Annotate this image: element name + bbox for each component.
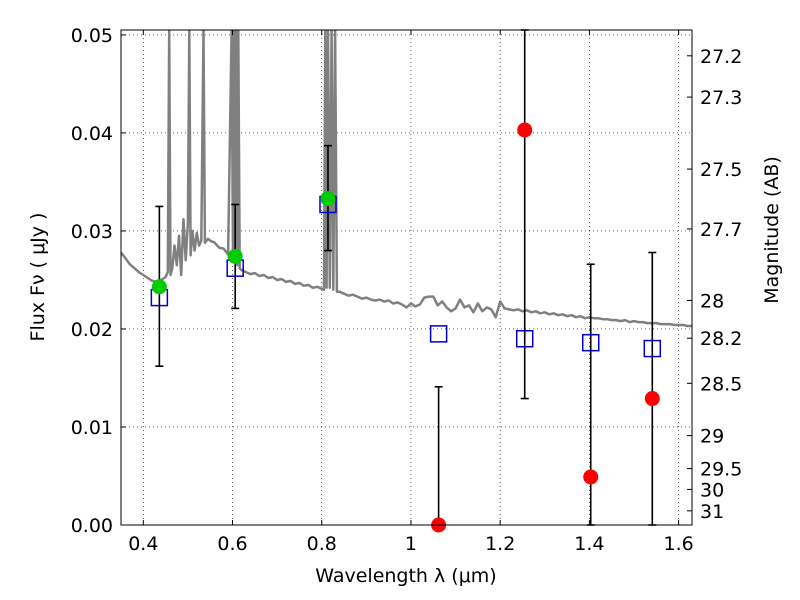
plot-area	[121, 30, 692, 328]
model-spectrum-line	[121, 30, 692, 328]
observed-flux-circle-marker	[320, 191, 336, 207]
marker-layer	[150, 29, 662, 533]
y2-tick-label: 28.5	[700, 373, 742, 395]
observed-flux-circle-marker	[517, 122, 533, 138]
axis-ticks: 0.4 0.6 0.8 1 1.2 1.4 1.6 0.00 0.01 0.02 0.03 0.04 0…	[71, 25, 743, 555]
observed-flux-circle-marker	[151, 279, 167, 295]
x-tick-label: 1.2	[485, 533, 515, 555]
y2-tick-label: 29	[700, 426, 724, 448]
x-axis-label: Wavelength λ (μm)	[315, 565, 496, 587]
model-flux-square-marker	[643, 339, 662, 358]
y2-tick-label: 31	[700, 501, 724, 523]
y2-tick-label: 30	[700, 479, 724, 501]
model-flux-square-marker	[581, 333, 600, 352]
y2-tick-label: 28.2	[700, 328, 742, 350]
x-tick-label: 1.6	[664, 533, 694, 555]
model-flux-square-marker	[429, 325, 448, 343]
observed-flux-circle-marker	[227, 248, 243, 264]
y2-tick-label: 27.7	[700, 219, 742, 241]
observed-flux-circle-marker	[583, 469, 599, 485]
y-tick-label: 0.01	[71, 417, 113, 439]
y-tick-label: 0.02	[71, 319, 113, 341]
y-tick-label: 0.00	[71, 515, 113, 537]
x-tick-label: 0.6	[217, 533, 247, 555]
y2-tick-label: 27.2	[700, 46, 742, 68]
y-axis-label: Flux Fν ( μJy )	[27, 213, 49, 342]
y2-tick-label: 27.5	[700, 159, 742, 181]
x-tick-label: 0.4	[128, 533, 158, 555]
y-tick-label: 0.04	[71, 123, 113, 145]
y-tick-label: 0.05	[71, 25, 113, 47]
x-tick-label: 1	[405, 533, 417, 555]
y2-axis-label: Magnitude (AB)	[761, 156, 783, 304]
observed-flux-circle-marker	[644, 391, 660, 407]
model-flux-square-marker	[515, 330, 534, 348]
x-tick-label: 1.4	[574, 533, 604, 555]
plot-frame	[120, 29, 693, 526]
y2-tick-label: 27.3	[700, 87, 742, 109]
y-tick-label: 0.03	[71, 221, 113, 243]
y2-tick-label: 29.5	[700, 459, 742, 481]
y2-tick-label: 28	[700, 290, 724, 312]
x-tick-label: 0.8	[307, 533, 337, 555]
grid	[121, 30, 692, 526]
